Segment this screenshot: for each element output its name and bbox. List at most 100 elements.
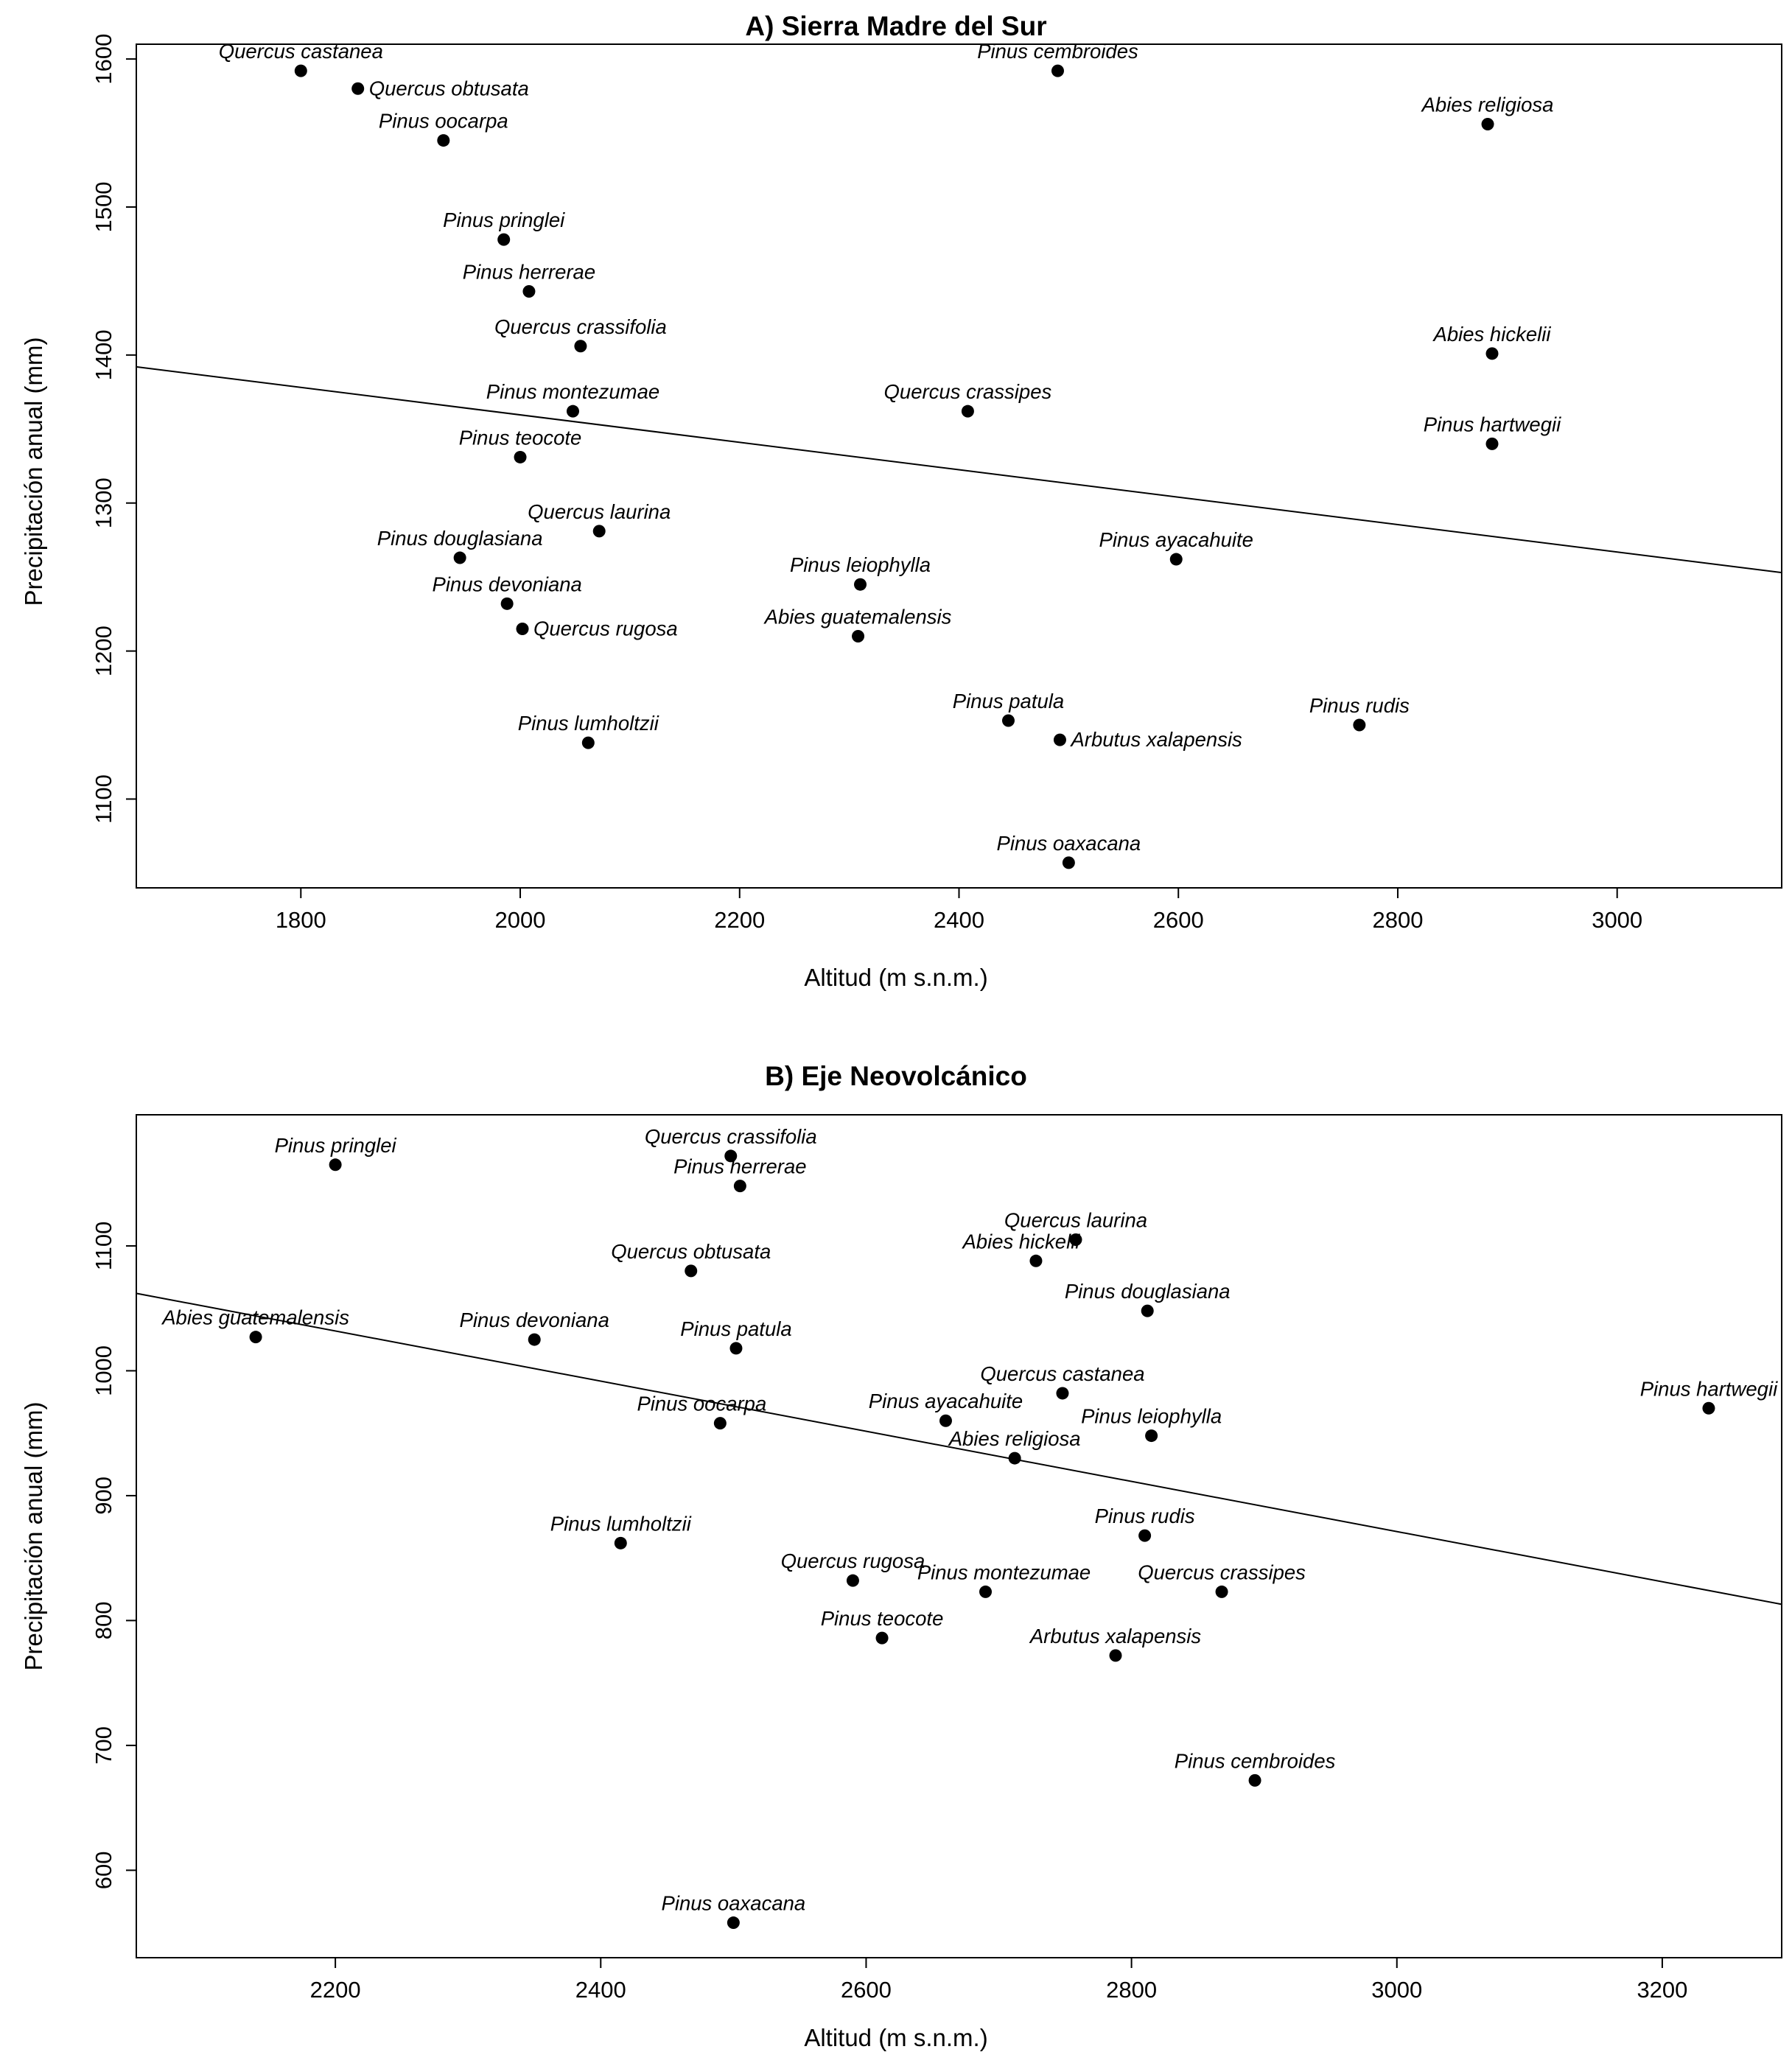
data-point <box>979 1585 993 1598</box>
chart-title-eje-neovolcanico: B) Eje Neovolcánico <box>765 1061 1027 1091</box>
data-point <box>685 1264 698 1278</box>
point-label: Pinus oocarpa <box>637 1393 766 1415</box>
point-label: Pinus pringlei <box>443 209 565 231</box>
x-axis-label-b: Altitud (m s.n.m.) <box>804 2024 988 2051</box>
point-label: Quercus crassifolia <box>645 1125 817 1148</box>
point-label: Pinus montezumae <box>486 380 659 403</box>
point-label: Pinus leiophylla <box>790 553 931 576</box>
data-point <box>500 597 514 610</box>
data-point <box>581 736 595 749</box>
point-label: Abies religiosa <box>1421 93 1554 116</box>
data-point <box>516 622 529 635</box>
point-label: Abies guatemalensis <box>763 606 952 628</box>
data-point <box>497 233 511 246</box>
y-tick-label: 800 <box>91 1602 116 1640</box>
chart-title-sierra-madre: A) Sierra Madre del Sur <box>745 11 1047 41</box>
data-point <box>1141 1304 1154 1317</box>
data-point <box>729 1342 743 1355</box>
data-point <box>852 630 865 643</box>
point-label: Pinus teocote <box>459 426 582 449</box>
point-label: Pinus montezumae <box>917 1561 1091 1583</box>
plot-frame <box>136 1114 1782 1958</box>
y-tick-label: 700 <box>91 1726 116 1765</box>
data-point <box>1481 117 1494 130</box>
x-tick-label: 2200 <box>310 1977 361 2003</box>
point-label: Arbutus xalapensis <box>1029 1625 1202 1647</box>
data-point <box>1485 437 1499 450</box>
data-point <box>1145 1429 1158 1443</box>
data-point <box>592 525 606 538</box>
x-tick-label: 1800 <box>276 907 326 933</box>
point-label: Quercus laurina <box>1004 1208 1147 1231</box>
point-label: Pinus herrerae <box>463 260 595 283</box>
point-label: Quercus rugosa <box>533 617 678 640</box>
data-point <box>1029 1254 1043 1267</box>
plot-frame <box>136 43 1782 889</box>
x-tick-label: 3000 <box>1592 907 1642 933</box>
data-point <box>1001 714 1015 727</box>
x-tick-label: 3200 <box>1637 1977 1687 2003</box>
y-tick-label: 600 <box>91 1851 116 1889</box>
panel-eje-neovolcanico: B) Eje Neovolcánico Precipitación anual … <box>0 1028 1792 2051</box>
data-point <box>1051 64 1064 77</box>
y-tick-label: 1000 <box>91 1345 116 1396</box>
data-point <box>733 1180 746 1193</box>
x-tick-label: 2800 <box>1106 1977 1157 2003</box>
y-tick-label: 1200 <box>91 626 116 676</box>
point-label: Quercus crassipes <box>1138 1561 1306 1583</box>
data-point <box>1485 347 1499 360</box>
y-tick-label: 1500 <box>91 181 116 232</box>
data-point <box>1053 733 1066 746</box>
data-point <box>1169 553 1183 566</box>
data-point <box>724 1149 738 1163</box>
point-label: Pinus lumholtzii <box>518 712 659 735</box>
point-label: Abies guatemalensis <box>161 1306 349 1329</box>
data-point <box>1062 856 1075 869</box>
point-label: Quercus crassipes <box>884 380 1052 403</box>
point-label: Pinus oocarpa <box>379 110 508 133</box>
point-label: Quercus castanea <box>980 1362 1144 1385</box>
data-point <box>1138 1529 1152 1542</box>
y-tick-label: 1300 <box>91 477 116 528</box>
x-tick-label: 2400 <box>934 907 984 933</box>
data-point <box>249 1331 262 1344</box>
data-point <box>522 284 536 298</box>
data-point <box>961 405 974 418</box>
point-label: Abies hickelii <box>961 1230 1080 1253</box>
point-label: Quercus laurina <box>528 500 671 523</box>
data-point <box>1008 1452 1021 1465</box>
x-tick-label: 2400 <box>575 1977 626 2003</box>
point-label: Abies hickelii <box>1432 323 1552 346</box>
point-label: Pinus lumholtzii <box>550 1512 692 1535</box>
point-label: Quercus crassifolia <box>494 315 667 338</box>
scatter-plot-sierra-madre: 1800 2000 2200 2400 2600 2800 3000 1100 1200 1300… <box>91 34 1782 933</box>
point-label: Pinus douglasiana <box>377 527 543 550</box>
data-point <box>614 1536 627 1549</box>
point-label: Pinus teocote <box>821 1607 944 1630</box>
y-tick-label: 900 <box>91 1477 116 1515</box>
point-label: Arbutus xalapensis <box>1069 728 1242 751</box>
scatter-plot-eje-neovolcanico: 2200 2400 2600 2800 3000 3200 600 700 800 900 1000… <box>91 1114 1782 2003</box>
point-label: Pinus pringlei <box>275 1134 397 1157</box>
y-tick-label: 1100 <box>91 1222 116 1271</box>
point-label: Pinus hartwegii <box>1640 1377 1778 1400</box>
data-point <box>294 64 307 77</box>
data-point <box>1215 1585 1228 1598</box>
data-point <box>574 340 587 353</box>
trend-line <box>136 1292 1782 1605</box>
data-point <box>351 82 365 95</box>
point-label: Quercus castanea <box>219 40 383 63</box>
data-point <box>1702 1401 1715 1415</box>
point-label: Pinus ayacahuite <box>869 1390 1023 1412</box>
point-label: Pinus devoniana <box>432 572 581 595</box>
point-label: Pinus rudis <box>1309 694 1410 717</box>
point-label: Pinus douglasiana <box>1065 1280 1231 1303</box>
x-axis-label-a: Altitud (m s.n.m.) <box>804 964 988 991</box>
data-point <box>1248 1773 1261 1787</box>
point-label: Quercus obtusata <box>369 77 529 99</box>
point-label: Pinus cembroides <box>1175 1749 1336 1772</box>
trend-line <box>136 365 1782 574</box>
x-tick-label: 3000 <box>1371 1977 1422 2003</box>
data-point <box>854 578 867 591</box>
data-point <box>939 1414 952 1427</box>
